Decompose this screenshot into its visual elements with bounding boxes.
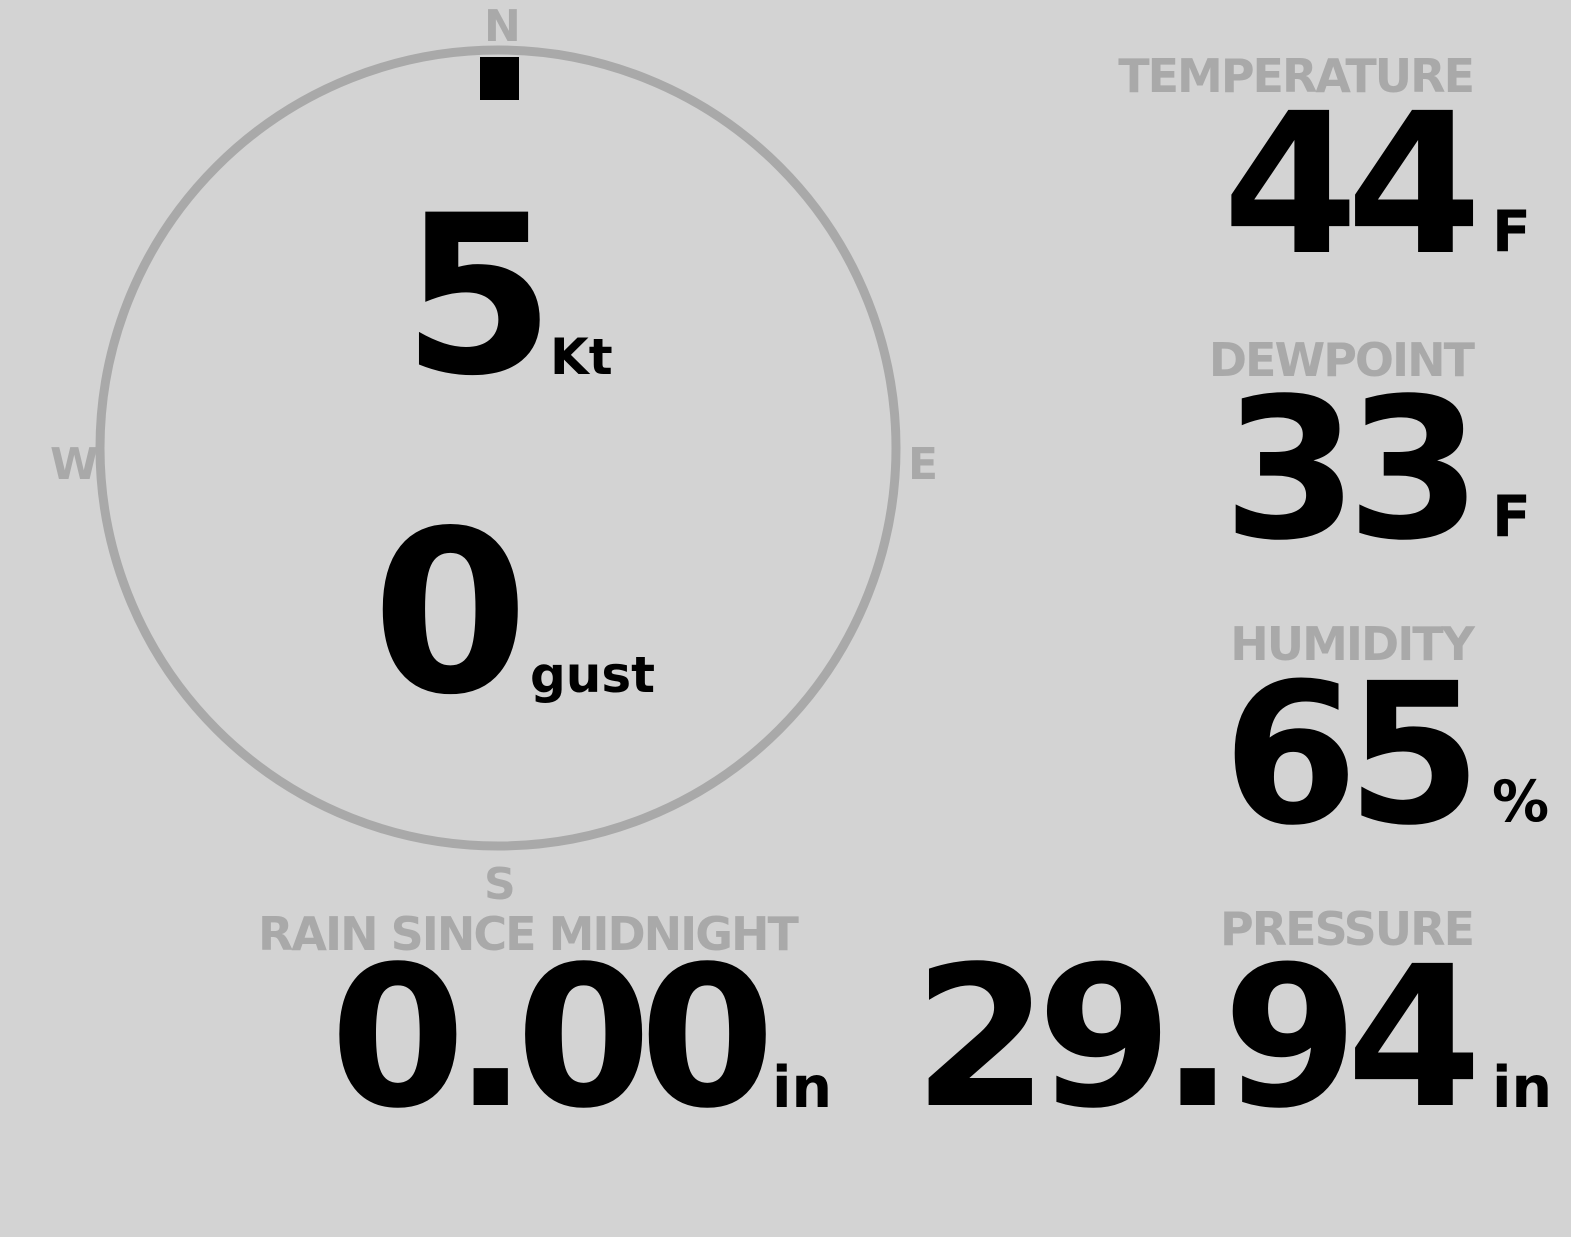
compass-ring: [95, 45, 901, 851]
wind-direction-needle: [480, 57, 519, 100]
compass-south-label: S: [484, 859, 516, 910]
pressure-unit: in: [1492, 1055, 1553, 1121]
temperature-label: TEMPERATURE: [1118, 49, 1475, 103]
pressure-value: 29.94: [913, 924, 1482, 1151]
compass-east-label: E: [908, 439, 939, 490]
rain-unit: in: [772, 1055, 833, 1121]
wind-speed-value: 5: [402, 168, 556, 424]
humidity-label: HUMIDITY: [1230, 617, 1475, 671]
dewpoint-label: DEWPOINT: [1208, 333, 1475, 387]
compass-north-label: N: [484, 1, 521, 52]
humidity-value: 65: [1222, 641, 1482, 868]
temperature-unit: F: [1492, 199, 1531, 265]
dewpoint-value: 33: [1222, 356, 1482, 583]
rain-value: 0.00: [330, 924, 775, 1151]
dewpoint-unit: F: [1492, 484, 1531, 550]
rain-label: RAIN SINCE MIDNIGHT: [258, 907, 799, 961]
wind-gust-value: 0: [372, 483, 529, 745]
pressure-label: PRESSURE: [1220, 902, 1475, 956]
humidity-unit: %: [1492, 769, 1550, 835]
wind-gust-unit: gust: [530, 646, 656, 704]
temperature-value: 44: [1222, 71, 1482, 298]
compass-west-label: W: [50, 439, 99, 490]
wind-speed-unit: Kt: [550, 328, 613, 386]
